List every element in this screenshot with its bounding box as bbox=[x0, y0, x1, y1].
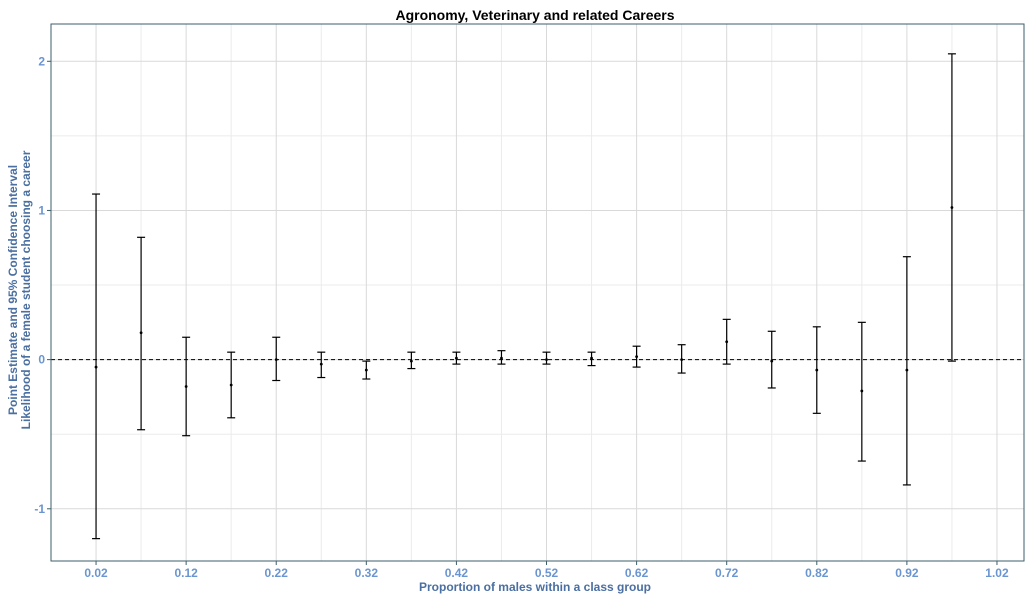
error-bar bbox=[182, 336, 191, 437]
x-tick-label: 0.92 bbox=[895, 566, 919, 580]
y-tick-label: 1 bbox=[38, 203, 45, 217]
x-tick-label: 0.52 bbox=[535, 566, 559, 580]
error-bar bbox=[407, 351, 416, 370]
x-tick-label: 0.72 bbox=[715, 566, 739, 580]
y-axis-label-line-2: Likelihood of a female student choosing … bbox=[19, 150, 33, 429]
point-estimate bbox=[590, 356, 593, 360]
error-bar bbox=[767, 330, 776, 389]
error-bar bbox=[362, 360, 371, 380]
error-bar bbox=[317, 351, 326, 379]
error-bar bbox=[227, 351, 236, 419]
error-bar bbox=[677, 344, 686, 374]
point-estimate bbox=[274, 358, 278, 362]
error-bar bbox=[452, 351, 461, 365]
point-estimate bbox=[139, 331, 143, 335]
point-estimate bbox=[860, 389, 864, 393]
point-estimate bbox=[319, 362, 323, 366]
error-bar bbox=[947, 53, 956, 362]
point-estimate bbox=[545, 358, 548, 362]
point-estimate bbox=[94, 365, 98, 369]
error-bar bbox=[722, 318, 731, 365]
x-tick-label: 0.32 bbox=[355, 566, 379, 580]
error-bar bbox=[632, 345, 641, 368]
error-bar bbox=[497, 350, 506, 365]
chart-title: Agronomy, Veterinary and related Careers bbox=[395, 7, 674, 23]
point-estimate bbox=[725, 340, 729, 344]
point-estimate bbox=[770, 359, 774, 363]
x-tick-label: 0.12 bbox=[174, 566, 198, 580]
x-tick-label: 1.02 bbox=[985, 566, 1009, 580]
y-tick-label: 0 bbox=[38, 353, 45, 367]
x-tick-label: 0.82 bbox=[805, 566, 829, 580]
error-bar bbox=[542, 351, 551, 365]
y-tick-label: -1 bbox=[34, 502, 45, 516]
point-estimate bbox=[364, 368, 368, 372]
error-bar bbox=[857, 321, 866, 462]
point-estimate bbox=[815, 368, 819, 372]
x-tick-label: 0.22 bbox=[265, 566, 289, 580]
error-bar bbox=[272, 336, 281, 382]
error-bar bbox=[137, 236, 146, 431]
grid bbox=[51, 24, 1024, 561]
error-bar bbox=[92, 193, 101, 540]
point-estimate bbox=[409, 359, 413, 363]
point-estimate bbox=[184, 385, 188, 388]
panel-border bbox=[50, 23, 1025, 562]
error-bar bbox=[587, 351, 596, 367]
error-bars bbox=[92, 53, 956, 540]
point-estimate bbox=[500, 356, 503, 360]
y-tick-label: 2 bbox=[38, 54, 45, 68]
point-estimate bbox=[635, 355, 639, 359]
x-axis-label: Proportion of males within a class group bbox=[419, 580, 651, 594]
point-estimate bbox=[455, 356, 458, 360]
point-estimate bbox=[680, 358, 684, 362]
x-tick-label: 0.62 bbox=[625, 566, 649, 580]
point-estimate bbox=[950, 206, 954, 209]
x-axis-ticks: 0.02 0.12 0.22 0.32 0.42 0.52 0.62 0.72 0.82 0.92… bbox=[84, 561, 1009, 580]
y-axis-label-line-1: Point Estimate and 95% Confidence Interv… bbox=[6, 165, 20, 415]
error-bar bbox=[902, 256, 911, 486]
x-tick-label: 0.02 bbox=[84, 566, 108, 580]
y-axis-ticks: -1 0 1 2 bbox=[34, 54, 51, 516]
point-estimate bbox=[229, 383, 233, 387]
x-tick-label: 0.42 bbox=[445, 566, 469, 580]
error-bar bbox=[812, 326, 821, 414]
point-estimate bbox=[905, 368, 909, 372]
